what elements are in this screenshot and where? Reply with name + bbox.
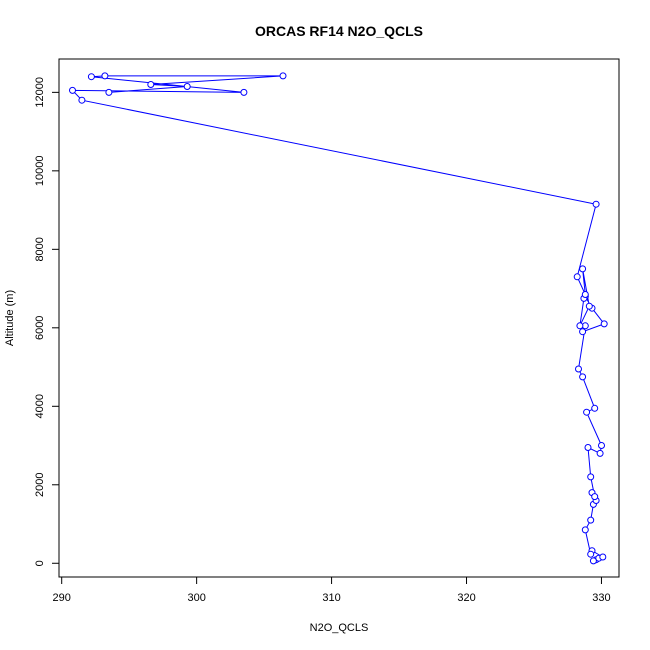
data-point [585,302,593,310]
x-tick-label: 330 [592,592,610,604]
data-point [587,473,595,481]
data-point [587,516,595,524]
data-point [576,322,584,330]
y-tick-label: 2000 [34,473,46,497]
x-tick-label: 320 [457,592,475,604]
y-tick-label: 4000 [34,394,46,418]
data-point [599,553,607,561]
data-point [581,291,589,298]
data-point [573,273,581,281]
data-point [596,449,604,457]
data-point [575,365,582,373]
data-point [581,526,589,534]
x-axis: 290 300 310 320 330 [53,576,611,604]
data-point [183,83,191,90]
data-point [579,373,587,381]
data-point [592,200,600,208]
data-point [101,72,109,80]
data-point [598,442,605,449]
data-point [69,86,76,94]
data-point [579,328,587,336]
data-point [589,557,597,565]
chart-title: ORCAS RF14 N2O_QCLS [255,23,423,39]
y-tick-label: 0 [34,560,46,566]
y-tick-label: 8000 [34,237,46,261]
data-point [583,408,591,416]
y-tick-label: 6000 [34,316,46,340]
data-point [105,88,113,96]
data-point [78,96,86,104]
data-point [87,73,95,81]
data-point [147,81,155,88]
y-axis-label: Altitude (m) [4,290,16,346]
x-tick-label: 290 [53,592,71,604]
data-point [591,493,599,501]
data-point [600,320,608,328]
data-point [587,550,595,558]
x-axis-label: N2O_QCLS [310,622,369,634]
data-point [579,265,587,273]
x-tick-label: 300 [187,592,205,604]
data-point [584,444,592,451]
data-point [591,404,599,412]
y-axis: 0 2000 4000 6000 8000 10000 12000 [34,77,60,566]
data-point [240,88,248,96]
series-layer [69,72,608,565]
y-tick-label: 10000 [34,156,46,187]
x-tick-label: 310 [322,592,340,604]
data-point [279,72,287,80]
y-tick-label: 12000 [34,77,46,108]
